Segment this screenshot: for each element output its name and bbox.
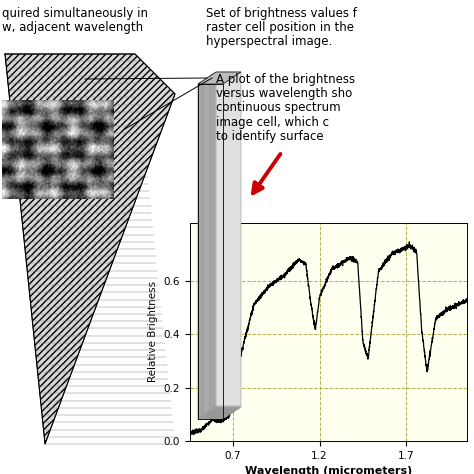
Polygon shape	[210, 76, 236, 410]
Polygon shape	[5, 54, 175, 444]
Polygon shape	[203, 80, 228, 415]
Polygon shape	[208, 77, 233, 412]
Polygon shape	[215, 73, 240, 408]
Polygon shape	[202, 81, 228, 416]
Polygon shape	[206, 79, 231, 414]
Text: w, adjacent wavelength: w, adjacent wavelength	[2, 21, 144, 34]
Text: versus wavelength sho: versus wavelength sho	[216, 87, 352, 100]
Polygon shape	[216, 73, 240, 407]
X-axis label: Wavelength (micrometers): Wavelength (micrometers)	[245, 466, 412, 474]
Polygon shape	[200, 83, 225, 418]
Polygon shape	[210, 76, 235, 411]
Y-axis label: Relative Brightness: Relative Brightness	[148, 281, 158, 383]
Polygon shape	[214, 73, 239, 408]
Polygon shape	[201, 82, 226, 417]
Text: Set of brightness values f: Set of brightness values f	[206, 7, 357, 19]
Polygon shape	[208, 78, 233, 412]
Polygon shape	[211, 75, 236, 410]
Polygon shape	[209, 77, 234, 412]
Polygon shape	[212, 75, 237, 410]
Text: image cell, which c: image cell, which c	[216, 116, 328, 128]
Text: A plot of the brightness: A plot of the brightness	[216, 73, 355, 86]
Polygon shape	[198, 84, 223, 419]
Polygon shape	[204, 80, 229, 415]
Polygon shape	[205, 79, 230, 414]
Polygon shape	[199, 84, 223, 419]
Polygon shape	[213, 74, 238, 409]
Polygon shape	[212, 74, 237, 410]
Polygon shape	[202, 82, 227, 417]
Text: hyperspectral image.: hyperspectral image.	[206, 35, 332, 48]
Polygon shape	[205, 79, 230, 414]
Polygon shape	[203, 81, 228, 416]
Polygon shape	[215, 73, 240, 408]
Polygon shape	[204, 80, 229, 415]
Polygon shape	[213, 74, 238, 409]
Text: continuous spectrum: continuous spectrum	[216, 101, 340, 114]
Polygon shape	[198, 72, 241, 84]
Polygon shape	[207, 78, 232, 413]
Text: raster cell position in the: raster cell position in the	[206, 21, 354, 34]
Polygon shape	[210, 76, 235, 411]
Polygon shape	[211, 75, 237, 410]
Polygon shape	[201, 82, 225, 418]
Polygon shape	[201, 82, 226, 417]
Text: to identify surface: to identify surface	[216, 130, 323, 143]
Polygon shape	[199, 83, 224, 419]
Polygon shape	[214, 73, 239, 409]
Polygon shape	[207, 78, 232, 413]
Polygon shape	[206, 79, 231, 413]
Polygon shape	[200, 83, 224, 418]
Polygon shape	[209, 77, 234, 411]
Polygon shape	[202, 81, 227, 416]
Text: quired simultaneously in: quired simultaneously in	[2, 7, 148, 19]
